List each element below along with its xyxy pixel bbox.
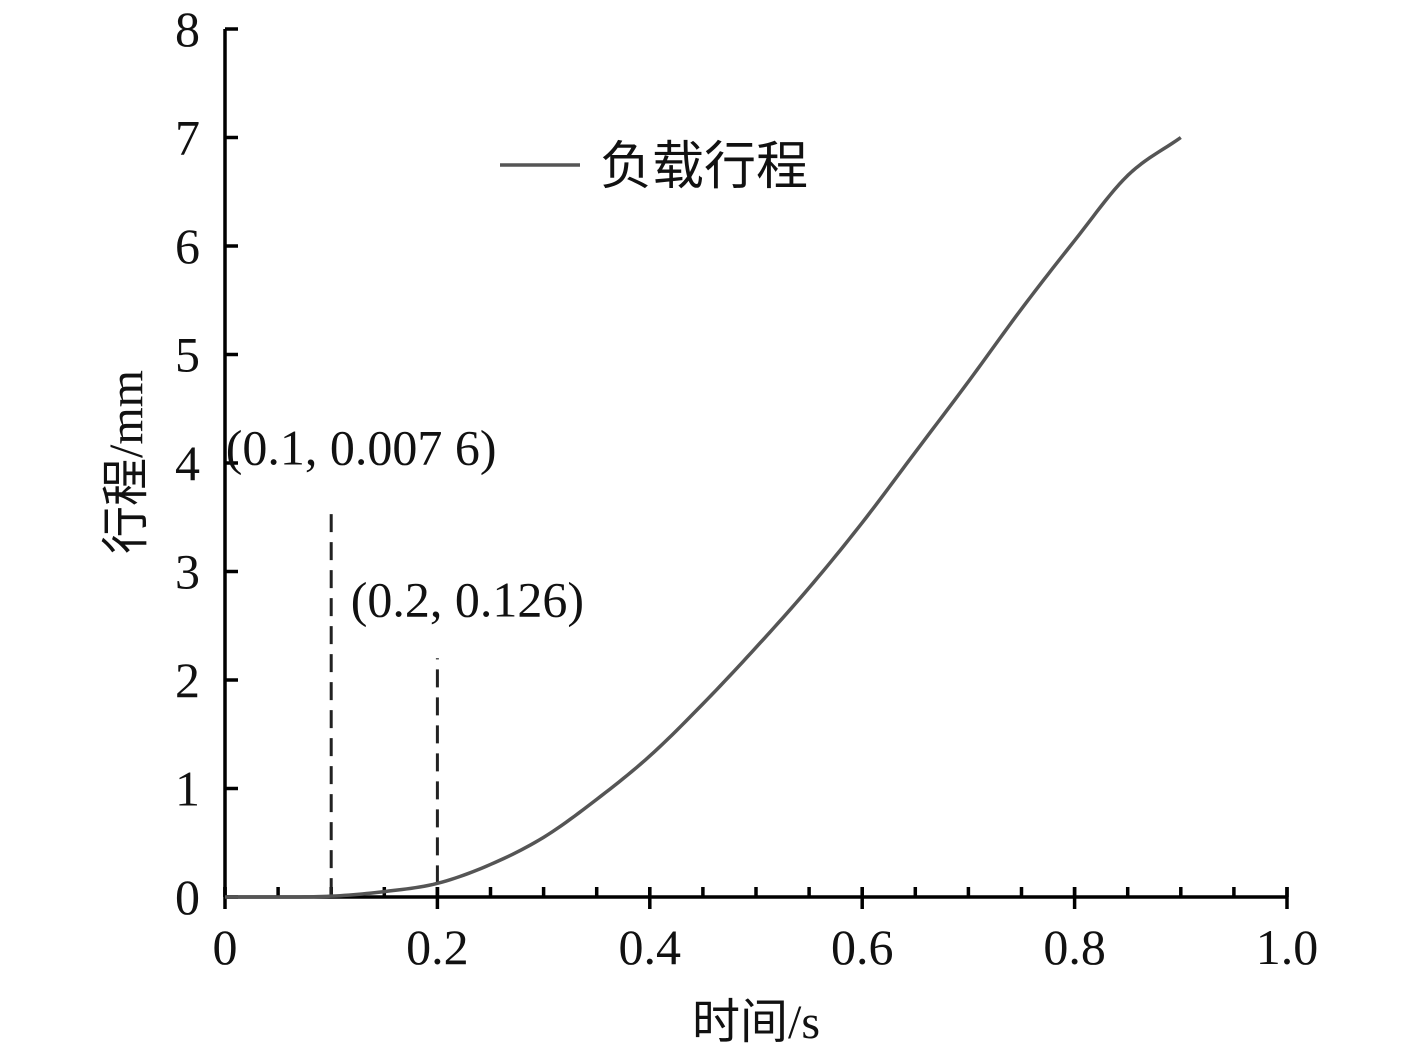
legend-label: 负载行程 — [600, 139, 808, 196]
tick-labels: 0 0.2 0.4 0.6 0.8 1.0 0 1 2 3 4 5 6 7 8 — [175, 1, 1318, 975]
y-tick-label: 5 — [175, 327, 200, 383]
annotations: (0.1, 0.007 6) (0.2, 0.126) — [226, 419, 584, 627]
x-tick-label: 0.8 — [1043, 919, 1106, 975]
annotation-label: (0.2, 0.126) — [351, 571, 584, 627]
y-axis-title: 行程/mm — [100, 370, 153, 554]
series-line-load-travel — [225, 136, 1182, 899]
x-tick-label: 1.0 — [1256, 919, 1319, 975]
y-tick-label: 3 — [175, 544, 200, 600]
y-tick-label: 4 — [175, 435, 200, 491]
y-tick-label: 1 — [175, 761, 200, 817]
y-tick-label: 2 — [175, 652, 200, 708]
y-tick-label: 7 — [175, 110, 200, 166]
guide-lines — [329, 506, 439, 897]
annotation-label: (0.1, 0.007 6) — [226, 419, 497, 475]
legend: 负载行程 — [500, 139, 808, 196]
x-tick-label: 0 — [213, 919, 238, 975]
y-tick-label: 0 — [175, 869, 200, 925]
x-axis-title: 时间/s — [692, 996, 820, 1049]
x-tick-label: 0.4 — [619, 919, 682, 975]
x-tick-label: 0.2 — [406, 919, 469, 975]
y-tick-label: 8 — [175, 1, 200, 57]
y-tick-label: 6 — [175, 218, 200, 274]
x-tick-label: 0.6 — [831, 919, 894, 975]
